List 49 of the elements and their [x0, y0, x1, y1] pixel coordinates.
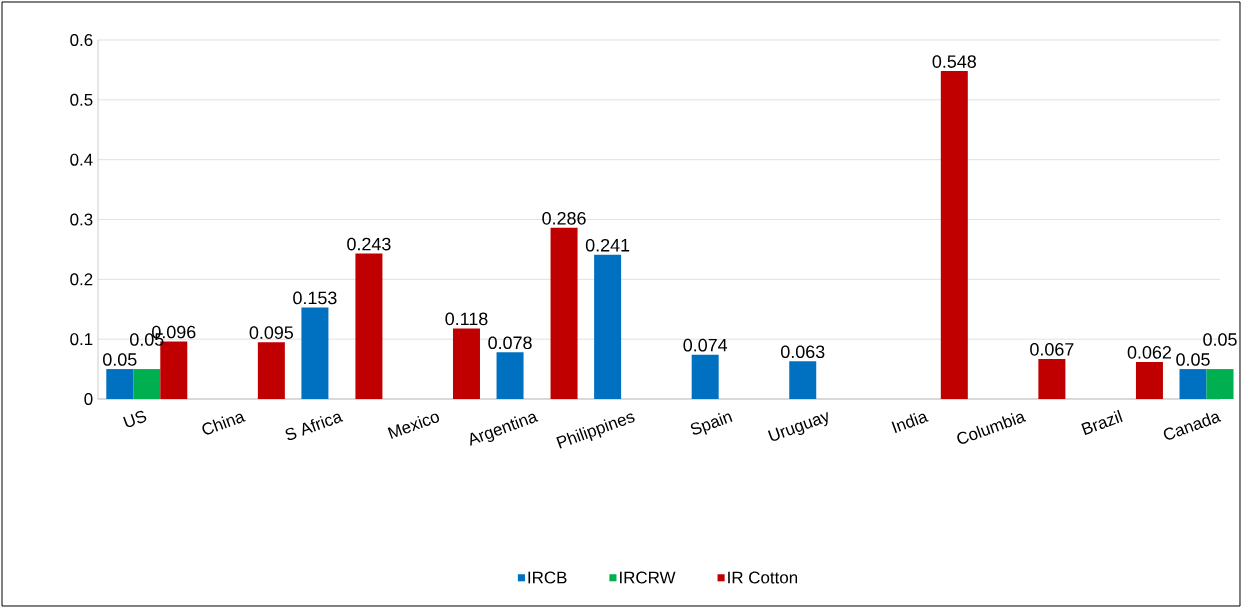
- bar: [594, 254, 622, 399]
- bar: [301, 307, 329, 399]
- data-label: 0.067: [1030, 343, 1074, 356]
- data-label: 0.063: [781, 345, 825, 359]
- data-label: 0.074: [683, 338, 728, 352]
- bar: [1038, 358, 1066, 399]
- data-label: 0.05: [103, 353, 137, 366]
- bar: [691, 354, 719, 399]
- data-label: 0.241: [585, 238, 630, 252]
- bar: [106, 369, 134, 399]
- y-tick-label: 0.6: [70, 34, 93, 46]
- data-label: 0.05: [1203, 333, 1237, 346]
- legend-label: IRCRW: [620, 571, 676, 584]
- x-tick-label: S Africa: [285, 413, 344, 440]
- bar: [550, 227, 578, 399]
- x-tick-label: Mexico: [387, 413, 440, 439]
- data-label: 0.286: [542, 211, 586, 225]
- legend-label: IR Cotton: [728, 571, 798, 584]
- x-tick-label: Canada: [1163, 413, 1222, 440]
- data-label: 0.062: [1127, 345, 1171, 359]
- bar: [496, 352, 524, 399]
- bar: [257, 342, 285, 399]
- bar: [789, 361, 817, 399]
- bar: [1206, 369, 1234, 399]
- x-tick-label: Brazil: [1081, 409, 1123, 436]
- data-label: 0.153: [293, 291, 337, 305]
- bar: [355, 253, 383, 399]
- bar: [133, 369, 161, 399]
- data-label: 0.078: [488, 336, 532, 350]
- bar: [940, 71, 968, 399]
- data-label: 0.095: [249, 326, 294, 339]
- x-tick-label: US: [123, 410, 147, 428]
- data-label: 0.243: [347, 237, 391, 251]
- bar: [1179, 369, 1207, 399]
- y-tick-label: 0.1: [70, 333, 93, 346]
- data-label: 0.548: [932, 55, 976, 68]
- bar: [1135, 361, 1163, 399]
- data-label: 0.05: [1176, 353, 1210, 366]
- x-tick-label: China: [202, 413, 246, 435]
- y-tick-label: 0: [84, 392, 93, 405]
- x-tick-label: India: [891, 413, 929, 434]
- y-tick-label: 0.2: [70, 273, 93, 286]
- x-tick-label: Spain: [690, 413, 733, 435]
- bar: [452, 328, 480, 399]
- legend-label: IRCB: [528, 571, 567, 584]
- data-label: 0.118: [445, 312, 488, 326]
- y-tick-label: 0.3: [70, 213, 93, 226]
- y-tick-label: 0.4: [70, 153, 93, 166]
- y-tick-label: 0.5: [70, 93, 93, 106]
